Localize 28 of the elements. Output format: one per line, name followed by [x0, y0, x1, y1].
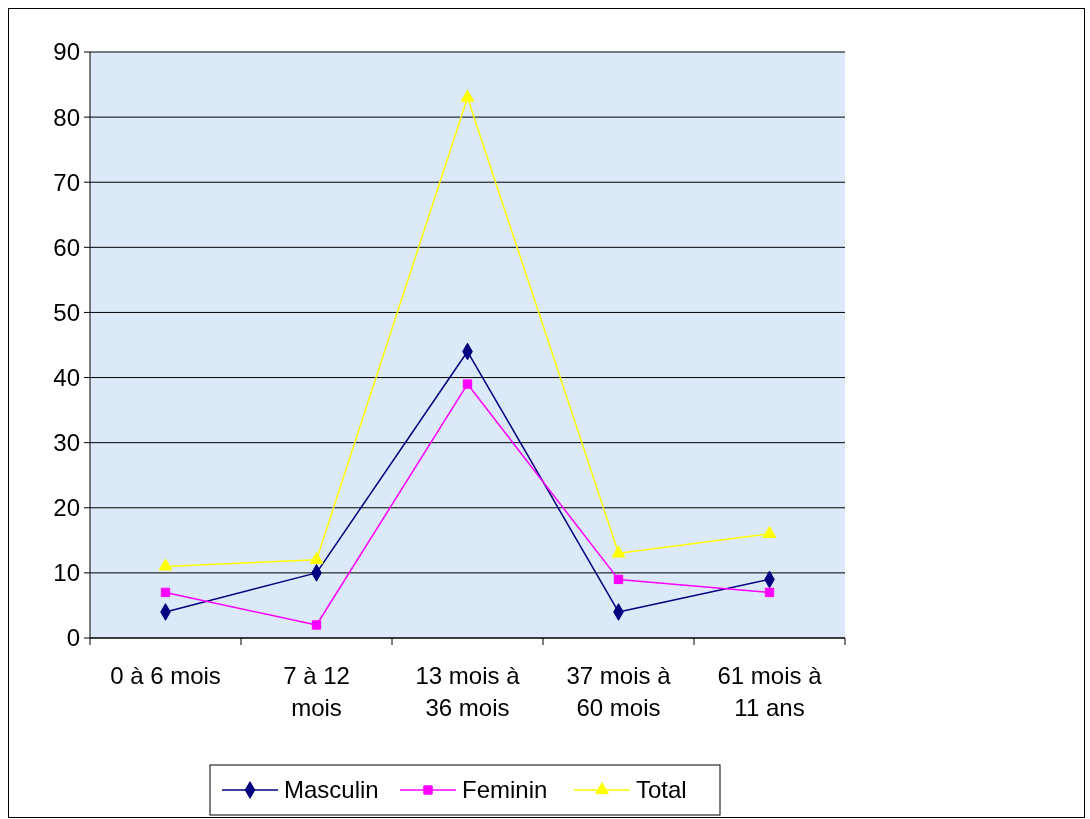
point: [762, 525, 777, 538]
y-tick-label: 90: [53, 38, 80, 66]
point: [462, 379, 473, 389]
y-tick-label: 50: [53, 298, 80, 326]
x-tick-label: 7 à 12 mois: [283, 662, 350, 721]
y-tick-label: 40: [53, 363, 80, 391]
legend-label: Feminin: [462, 776, 548, 804]
x-tick-label: 61 mois à 11 ans: [717, 662, 823, 721]
y-tick-label: 10: [53, 559, 80, 587]
y-tick-label: 80: [53, 103, 80, 131]
y-tick-label: 0: [66, 624, 80, 652]
legend-label: Masculin: [284, 776, 379, 804]
x-tick-label: 37 mois à 60 mois: [566, 662, 672, 721]
point: [460, 89, 475, 102]
point: [613, 574, 624, 585]
y-tick-label: 20: [53, 494, 80, 522]
point: [158, 558, 173, 571]
x-tick-label: 0 à 6 mois: [110, 662, 221, 689]
point: [764, 587, 775, 598]
legend-label: Total: [636, 776, 687, 804]
point: [611, 545, 626, 558]
y-tick-label: 60: [53, 233, 80, 261]
y-tick-label: 30: [53, 429, 80, 457]
y-tick-label: 70: [53, 168, 80, 196]
x-tick-label: 13 mois à 36 mois: [415, 662, 521, 721]
point: [160, 587, 171, 598]
point: [311, 620, 322, 630]
point: [309, 552, 324, 565]
